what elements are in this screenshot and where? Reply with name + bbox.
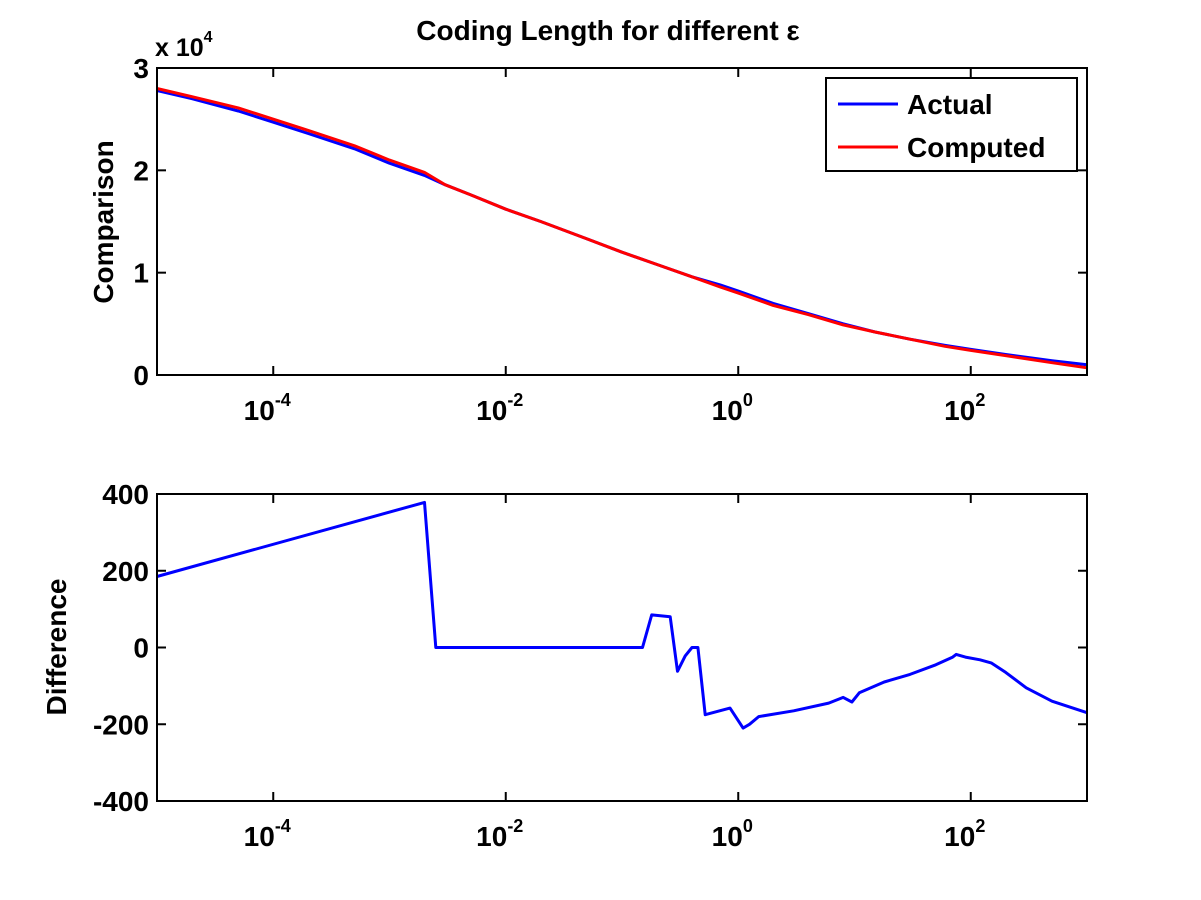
bottom-series-lines <box>156 500 1088 730</box>
bottom-plot-frame <box>156 493 1088 802</box>
legend-label-computed: Computed <box>907 132 1045 163</box>
top-xtick-label: 102 <box>944 390 985 426</box>
top-xtick-label: 10-2 <box>476 390 523 426</box>
bottom-series-line-0 <box>156 500 1088 730</box>
top-series-lines <box>156 87 1088 370</box>
bottom-ytick-label: 200 <box>102 556 149 587</box>
legend-box <box>825 77 1078 172</box>
top-ytick-label: 1 <box>133 258 149 289</box>
top-ytick-label: 2 <box>133 155 149 186</box>
bottom-x-ticks: 10-4 10-2 100 102 <box>244 494 985 852</box>
chart-title: Coding Length for different ε <box>416 15 799 46</box>
legend-label-actual: Actual <box>907 89 993 120</box>
top-series-line-computed <box>156 87 1088 370</box>
top-y-axis-label: Comparison <box>88 140 119 303</box>
bottom-y-ticks: 400 200 0 -200 -400 <box>93 479 1087 817</box>
bottom-ytick-label: -400 <box>93 786 149 817</box>
top-xtick-label: 100 <box>712 390 753 426</box>
bottom-xtick-label: 10-2 <box>476 816 523 852</box>
top-ytick-label: 3 <box>133 53 149 84</box>
top-xtick-label: 10-4 <box>244 390 291 426</box>
bottom-xtick-label: 100 <box>712 816 753 852</box>
bottom-xtick-label: 10-4 <box>244 816 291 852</box>
top-x-ticks: 10-4 10-2 100 102 <box>244 68 985 426</box>
bottom-ytick-label: -200 <box>93 709 149 740</box>
bottom-difference-panel: Difference 10-4 10-2 100 102 400 200 0 -200 -40… <box>41 479 1088 852</box>
legend: Actual Computed <box>825 77 1078 172</box>
y-multiplier: x 104 <box>155 29 213 62</box>
top-comparison-panel: Coding Length for different ε x 104 Comp… <box>88 15 1088 426</box>
top-ytick-label: 0 <box>133 360 149 391</box>
bottom-ytick-label: 0 <box>133 633 149 664</box>
bottom-y-axis-label: Difference <box>41 579 72 716</box>
bottom-xtick-label: 102 <box>944 816 985 852</box>
bottom-ytick-label: 400 <box>102 479 149 510</box>
top-plot-frame <box>156 67 1088 376</box>
